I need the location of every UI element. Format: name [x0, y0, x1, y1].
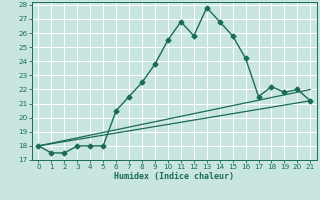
- X-axis label: Humidex (Indice chaleur): Humidex (Indice chaleur): [115, 172, 234, 181]
